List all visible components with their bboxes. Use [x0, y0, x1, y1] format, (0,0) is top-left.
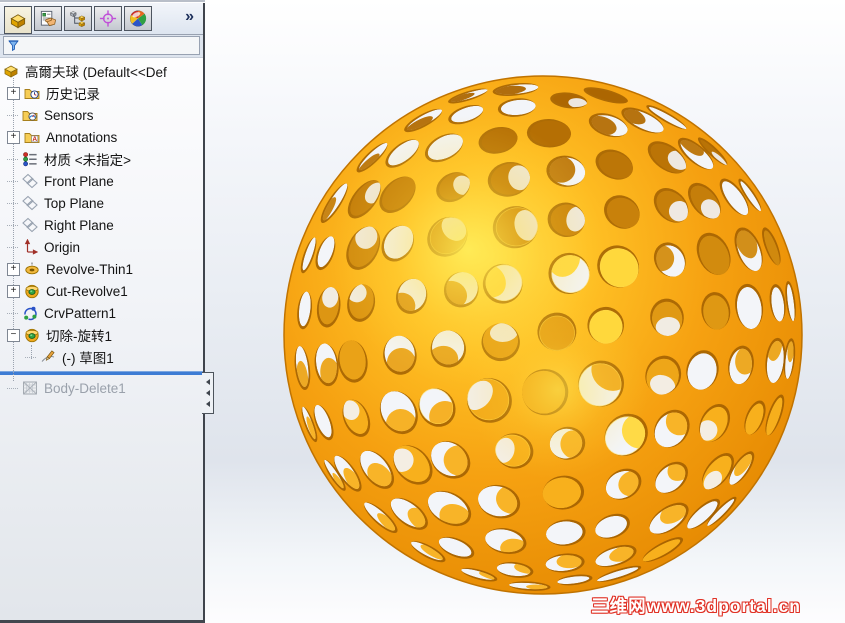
tree-item[interactable]: 高爾夫球 (Default<<Def [0, 60, 203, 82]
tree-item-label: Revolve-Thin1 [46, 261, 134, 277]
tree-item[interactable]: + Cut-Revolve1 [0, 280, 203, 302]
rollback-bar[interactable] [0, 371, 203, 375]
tree-item-label: 历史记录 [46, 87, 100, 102]
origin-icon [22, 239, 39, 255]
tree-item-label: Top Plane [44, 195, 105, 211]
tree-item[interactable]: Top Plane [0, 192, 203, 214]
cut-revolve-icon [24, 283, 41, 299]
dimxpertmanager-tab-icon [98, 9, 118, 28]
sketch-icon [40, 349, 57, 365]
collapse-arrow-icon [205, 390, 210, 396]
plane-icon [22, 173, 39, 189]
plane-icon [22, 217, 39, 233]
tree-item-label: Right Plane [44, 217, 114, 233]
panel-tab-bar: » [0, 3, 203, 35]
filter-funnel-icon [7, 39, 20, 52]
crvpattern-icon [22, 305, 39, 321]
tree-connector [7, 181, 18, 182]
tree-item[interactable]: + 历史记录 [0, 82, 203, 104]
tree-item-label: (-) 草图1 [62, 351, 114, 366]
tree-item-label: 材质 <未指定> [44, 153, 132, 168]
tree-item[interactable]: (-) 草图1 [0, 346, 203, 368]
sensors-folder-icon [22, 107, 39, 123]
tree-connector [7, 115, 18, 116]
part-icon [3, 63, 20, 79]
configurationmanager-tab-icon [68, 9, 88, 28]
collapse-arrow-icon [205, 379, 210, 385]
cut-revolve-icon [24, 327, 41, 343]
tree-item[interactable]: Front Plane [0, 170, 203, 192]
filter-bar [0, 35, 203, 58]
expand-toggle[interactable]: + [7, 130, 20, 144]
tree-item-label: Origin [44, 239, 81, 255]
filter-input[interactable] [23, 38, 196, 53]
tree-connector [7, 225, 18, 226]
material-icon [22, 151, 39, 167]
filter-box [3, 36, 200, 55]
propertymanager-tab-icon [38, 9, 58, 28]
feature-tree: 高爾夫球 (Default<<Def + 历史记录 Sensors + A Annotati… [0, 58, 203, 620]
plane-icon [22, 195, 39, 211]
tree-item-label: Sensors [44, 107, 94, 123]
expand-toggle[interactable]: + [7, 262, 20, 276]
tab-configurationmanager[interactable] [64, 6, 92, 31]
golf-ball-model[interactable] [205, 0, 845, 623]
tree-item[interactable]: + A Annotations [0, 126, 203, 148]
window-chrome-artifact [0, 0, 376, 2]
tree-item[interactable]: Origin [0, 236, 203, 258]
svg-text:A: A [32, 136, 37, 143]
tree-item[interactable]: Body-Delete1 [0, 377, 203, 399]
tree-connector [7, 247, 18, 248]
history-folder-icon [24, 85, 41, 101]
watermark: 三维网www.3dportal.cn [591, 596, 801, 616]
revolve-icon [24, 261, 41, 277]
overflow-chevron-icon[interactable]: » [185, 8, 194, 25]
tree-item-label: CrvPattern1 [44, 305, 117, 321]
tree-item[interactable]: + Revolve-Thin1 [0, 258, 203, 280]
annotations-folder-icon: A [24, 129, 41, 145]
tab-dimxpertmanager[interactable] [94, 6, 122, 31]
graphics-viewport[interactable]: 三维网www.3dportal.cn [205, 0, 845, 623]
tree-item-label: Annotations [46, 129, 118, 145]
tree-item[interactable]: Sensors [0, 104, 203, 126]
tree-connector [25, 357, 36, 358]
feature-manager-panel: » 高爾夫球 (Default<<Def + 历史记录 Sensors + A Annota… [0, 3, 205, 623]
tree-item-label: Front Plane [44, 173, 114, 189]
panel-splitter-handle[interactable] [202, 372, 214, 414]
tree-item-label: 切除-旋转1 [46, 329, 113, 344]
tree-connector [7, 388, 18, 389]
tree-item[interactable]: 材质 <未指定> [0, 148, 203, 170]
tree-connector [7, 159, 18, 160]
tree-item[interactable]: CrvPattern1 [0, 302, 203, 324]
featuremanager-tab-icon [8, 11, 28, 30]
tab-displaymanager[interactable] [124, 6, 152, 31]
collapse-arrow-icon [205, 401, 210, 407]
tab-featuremanager[interactable] [4, 6, 32, 34]
tree-item-label: 高爾夫球 (Default<<Def [25, 65, 167, 80]
expand-toggle[interactable]: − [7, 328, 20, 342]
body-delete-icon [22, 380, 39, 396]
tree-connector [7, 313, 18, 314]
tree-item[interactable]: − 切除-旋转1 [0, 324, 203, 346]
expand-toggle[interactable]: + [7, 86, 20, 100]
tree-item-label: Cut-Revolve1 [46, 283, 128, 299]
tree-item-label: Body-Delete1 [44, 380, 126, 396]
tree-item[interactable]: Right Plane [0, 214, 203, 236]
displaymanager-tab-icon [128, 9, 148, 28]
tree-connector [7, 203, 18, 204]
tab-propertymanager[interactable] [34, 6, 62, 31]
expand-toggle[interactable]: + [7, 284, 20, 298]
